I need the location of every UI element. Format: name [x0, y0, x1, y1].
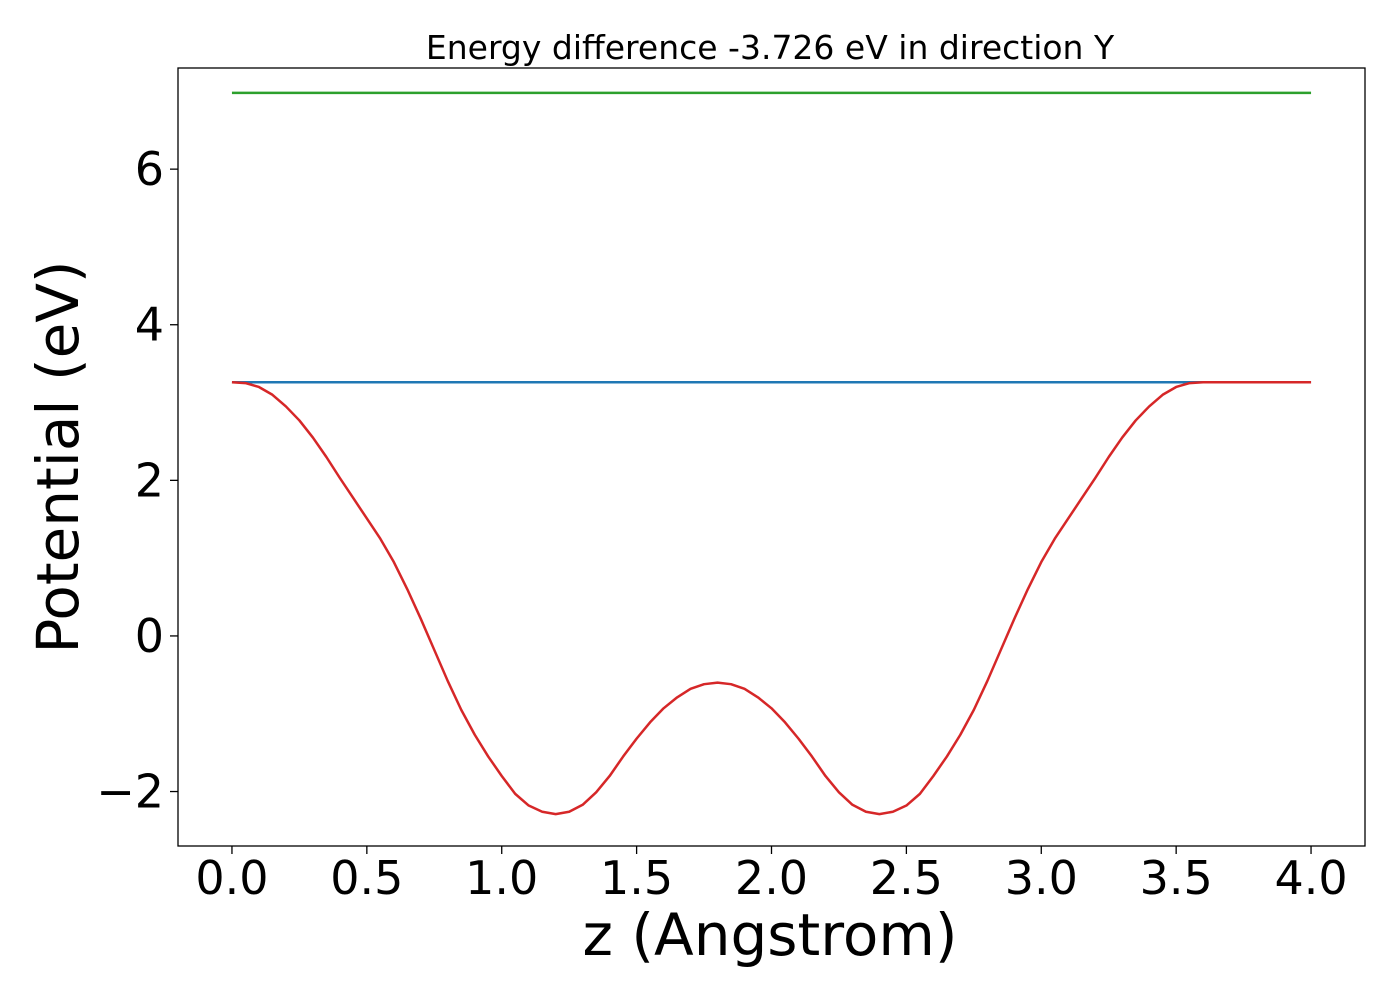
y-tick-label: 4: [135, 298, 164, 352]
y-tick-label: −2: [96, 765, 164, 819]
y-tick-label: 6: [135, 142, 164, 196]
y-axis-ticks: −2 0 2 4 6: [96, 142, 178, 819]
y-tick-label: 2: [135, 453, 164, 507]
x-tick-label: 2.5: [870, 851, 943, 905]
x-axis-label: z (Angstrom): [583, 901, 958, 969]
y-axis-label: Potential (eV): [24, 260, 92, 653]
x-tick-label: 3.5: [1140, 851, 1213, 905]
x-tick-label: 1.5: [600, 851, 673, 905]
x-tick-label: 0.0: [195, 851, 268, 905]
x-axis-ticks: 0.0 0.5 1.0 1.5 2.0 2.5 3.0 3.5 4.0: [195, 846, 1348, 905]
x-tick-label: 1.0: [465, 851, 538, 905]
chart-title: Energy difference -3.726 eV in direction…: [426, 28, 1115, 67]
x-tick-label: 3.0: [1005, 851, 1078, 905]
series-line-0: [231, 381, 1312, 816]
x-tick-label: 2.0: [735, 851, 808, 905]
series-lines: [231, 91, 1312, 816]
x-tick-label: 0.5: [330, 851, 403, 905]
y-tick-label: 0: [135, 609, 164, 663]
plot-frame: [177, 67, 1366, 847]
x-tick-label: 4.0: [1274, 851, 1347, 905]
